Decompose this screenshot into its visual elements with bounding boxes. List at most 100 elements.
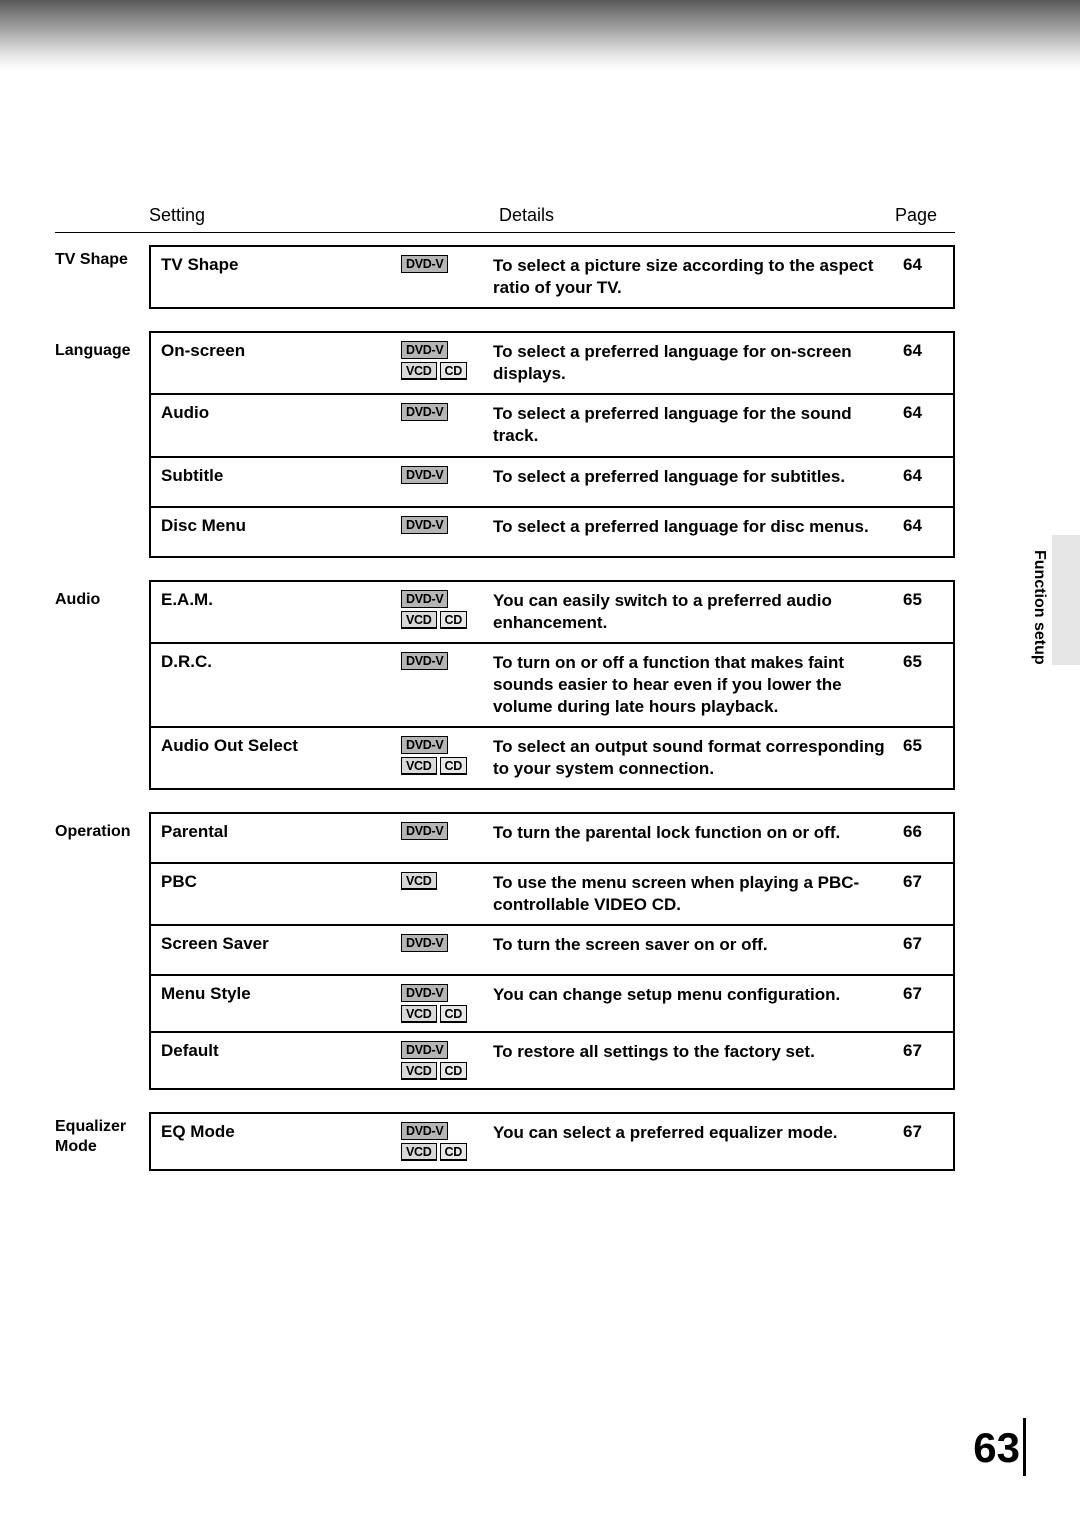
setting-page: 67 [903, 872, 943, 916]
section: OperationParentalDVD-VTo turn the parent… [55, 812, 955, 1090]
setting-page: 65 [903, 652, 943, 718]
section-label: Equalizer Mode [55, 1112, 149, 1171]
badge-cd: CD [440, 757, 467, 775]
section-table: E.A.M.DVD-VVCDCDYou can easily switch to… [149, 580, 955, 791]
badge-dvdv: DVD-V [401, 255, 448, 273]
table-row: ParentalDVD-VTo turn the parental lock f… [151, 814, 953, 864]
setting-details: To turn the screen saver on or off. [493, 934, 903, 966]
badge-dvdv: DVD-V [401, 934, 448, 952]
setting-name: Parental [161, 822, 401, 854]
badge-group: DVD-V [401, 466, 493, 498]
setting-page: 64 [903, 466, 943, 498]
badge-group: DVD-V [401, 934, 493, 966]
badge-group: DVD-V [401, 652, 493, 718]
section-label: Language [55, 331, 149, 557]
setting-name: Disc Menu [161, 516, 401, 548]
setting-page: 67 [903, 984, 943, 1023]
section-table: On-screenDVD-VVCDCDTo select a preferred… [149, 331, 955, 557]
badge-vcd: VCD [401, 757, 437, 775]
badge-group: DVD-V VCDCD [401, 984, 493, 1023]
badge-dvdv: DVD-V [401, 403, 448, 421]
section-table: TV ShapeDVD-VTo select a picture size ac… [149, 245, 955, 309]
setting-name: Default [161, 1041, 401, 1080]
section: TV ShapeTV ShapeDVD-VTo select a picture… [55, 245, 955, 309]
side-tab [1052, 535, 1080, 665]
table-row: TV ShapeDVD-VTo select a picture size ac… [151, 247, 953, 309]
table-header: Setting Details Page [55, 205, 955, 233]
section-label: Audio [55, 580, 149, 791]
setting-name: Subtitle [161, 466, 401, 498]
table-row: Disc MenuDVD-V To select a preferred lang… [151, 508, 953, 558]
setting-details: You can change setup menu configuration. [493, 984, 903, 1023]
setting-details: To select a preferred language for disc … [493, 516, 903, 548]
badge-dvdv: DVD-V [401, 466, 448, 484]
badge-group: DVD-V [401, 403, 493, 447]
badge-vcd: VCD [401, 611, 437, 629]
table-row: Screen SaverDVD-V To turn the screen save… [151, 926, 953, 976]
section: Equalizer Mode EQ ModeDVD-V VCDCD You can s… [55, 1112, 955, 1171]
header-setting: Setting [149, 205, 499, 226]
table-row: E.A.M.DVD-V VCDCD You can easily switch to… [151, 582, 953, 644]
setting-name: Screen Saver [161, 934, 401, 966]
table-row: D.R.C.DVD-VTo turn on or off a function … [151, 644, 953, 728]
setting-details: To select a preferred language for on-sc… [493, 341, 903, 385]
badge-cd: CD [440, 611, 467, 629]
badge-cd: CD [440, 1143, 467, 1161]
table-row: Audio Out SelectDVD-V VCDCD To select an o… [151, 728, 953, 790]
setting-details: To select an output sound format corresp… [493, 736, 903, 780]
header-page: Page [895, 205, 955, 226]
setting-name: PBC [161, 872, 401, 916]
section: LanguageOn-screenDVD-VVCDCDTo select a p… [55, 331, 955, 557]
setting-page: 64 [903, 403, 943, 447]
badge-vcd: VCD [401, 872, 437, 890]
setting-details: To select a preferred language for the s… [493, 403, 903, 447]
page-number: 63 [973, 1424, 1020, 1472]
badge-dvdv: DVD-V [401, 516, 448, 534]
table-row: EQ ModeDVD-V VCDCD You can select a prefer… [151, 1114, 953, 1171]
setting-page: 65 [903, 736, 943, 780]
table-row: AudioDVD-V To select a preferred language… [151, 395, 953, 457]
setting-name: EQ Mode [161, 1122, 401, 1161]
badge-dvdv: DVD-V [401, 590, 448, 608]
badge-vcd: VCD [401, 1143, 437, 1161]
table-row: DefaultDVD-VVCDCDTo restore all settings… [151, 1033, 953, 1090]
setting-details: You can easily switch to a preferred aud… [493, 590, 903, 634]
setting-name: Menu Style [161, 984, 401, 1023]
badge-group: DVD-V [401, 822, 493, 854]
badge-dvdv: DVD-V [401, 984, 448, 1002]
badge-dvdv: DVD-V [401, 736, 448, 754]
setting-page: 64 [903, 255, 943, 299]
section-label: Operation [55, 812, 149, 1090]
badge-dvdv: DVD-V [401, 1122, 448, 1140]
setting-page: 67 [903, 1041, 943, 1080]
settings-table: Setting Details Page TV ShapeTV ShapeDVD… [55, 205, 955, 1193]
badge-cd: CD [440, 1062, 467, 1080]
setting-details: To select a picture size according to th… [493, 255, 903, 299]
badge-group: DVD-V [401, 516, 493, 548]
badge-dvdv: DVD-V [401, 652, 448, 670]
setting-name: Audio [161, 403, 401, 447]
badge-cd: CD [440, 1005, 467, 1023]
setting-page: 64 [903, 516, 943, 548]
table-row: On-screenDVD-VVCDCDTo select a preferred… [151, 333, 953, 395]
table-row: PBCVCD To use the menu screen when playin… [151, 864, 953, 926]
badge-group: DVD-V VCDCD [401, 736, 493, 780]
badge-cd: CD [440, 362, 467, 380]
section: AudioE.A.M.DVD-VVCDCDYou can easily swit… [55, 580, 955, 791]
setting-name: Audio Out Select [161, 736, 401, 780]
side-section-label: Function setup [1030, 550, 1048, 665]
badge-dvdv: DVD-V [401, 822, 448, 840]
setting-details: You can select a preferred equalizer mod… [493, 1122, 903, 1161]
setting-name: On-screen [161, 341, 401, 385]
badge-group: VCD [401, 872, 493, 916]
setting-name: D.R.C. [161, 652, 401, 718]
section-table: EQ ModeDVD-V VCDCD You can select a prefer… [149, 1112, 955, 1171]
setting-name: E.A.M. [161, 590, 401, 634]
badge-vcd: VCD [401, 1005, 437, 1023]
badge-dvdv: DVD-V [401, 1041, 448, 1059]
setting-page: 67 [903, 934, 943, 966]
setting-details: To use the menu screen when playing a PB… [493, 872, 903, 916]
badge-group: DVD-V VCDCD [401, 1122, 493, 1161]
setting-page: 64 [903, 341, 943, 385]
page-rule [1023, 1418, 1026, 1476]
